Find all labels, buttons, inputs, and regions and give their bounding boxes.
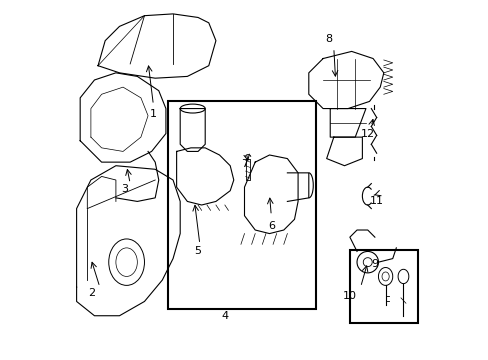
Text: 7: 7: [241, 159, 247, 169]
Text: 1: 1: [150, 109, 157, 119]
Text: 2: 2: [88, 288, 95, 297]
Polygon shape: [180, 109, 205, 152]
Text: 9: 9: [370, 259, 378, 269]
Polygon shape: [308, 51, 383, 109]
Text: 4: 4: [221, 311, 228, 321]
Text: 5: 5: [194, 247, 201, 256]
Polygon shape: [98, 14, 216, 78]
Bar: [349, 249, 417, 323]
Polygon shape: [91, 87, 148, 152]
Polygon shape: [329, 109, 365, 137]
Polygon shape: [326, 137, 362, 166]
Text: 12: 12: [360, 129, 374, 139]
Polygon shape: [244, 155, 298, 234]
Text: 8: 8: [324, 34, 331, 44]
Polygon shape: [176, 148, 233, 205]
Text: 3: 3: [121, 184, 128, 194]
Text: 6: 6: [267, 221, 274, 231]
Text: 11: 11: [369, 197, 383, 206]
Polygon shape: [77, 166, 180, 316]
Bar: [167, 102, 315, 309]
Polygon shape: [80, 73, 165, 162]
Text: 10: 10: [342, 291, 356, 301]
Polygon shape: [245, 158, 250, 180]
